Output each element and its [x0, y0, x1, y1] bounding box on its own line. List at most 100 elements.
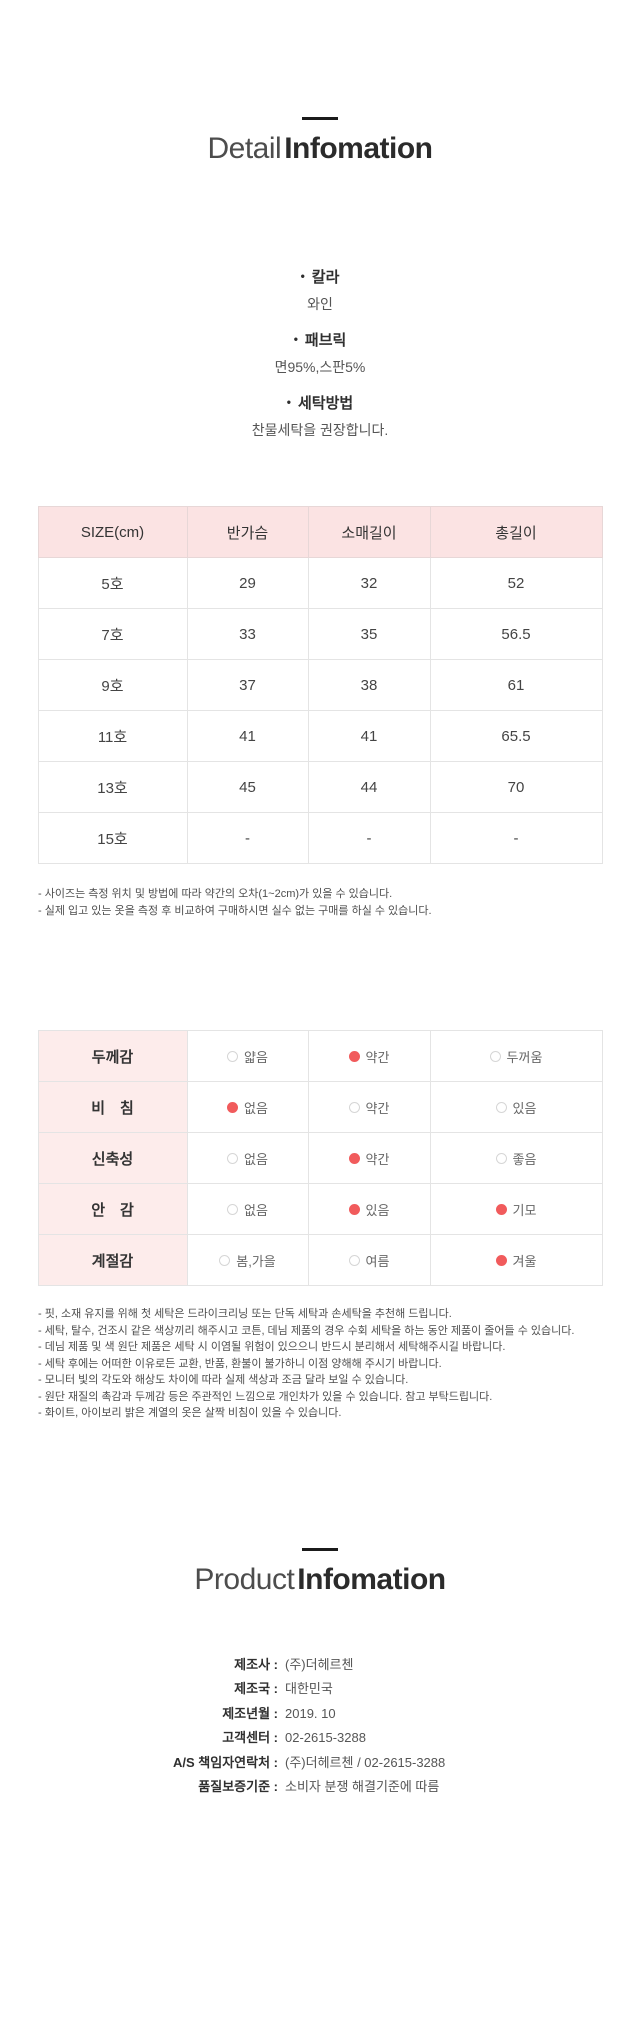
size-table-row: 7호 33 35 56.5	[37, 608, 603, 660]
field-value-customer-center: 02-2615-3288	[285, 1730, 366, 1745]
size-cell: 38	[307, 659, 431, 711]
detail-information-section: Detail Infomation • 칼라 와인 • 패브릭 면95%,스판5% •…	[0, 117, 640, 1422]
field-label-customer-center: 고객센터	[0, 1726, 278, 1751]
option-text: 여름	[365, 1253, 390, 1269]
property-label: 안 감	[37, 1183, 188, 1235]
radio-icon	[227, 1203, 239, 1215]
product-section-title: Product Infomation	[0, 1563, 640, 1597]
property-option: 얇음	[186, 1030, 309, 1082]
size-header-cell: 총길이	[429, 506, 603, 558]
size-cell: 35	[307, 608, 431, 660]
property-row-season: 계절감 봄,가을 여름 겨울	[37, 1234, 603, 1286]
property-label: 비 침	[37, 1081, 188, 1133]
size-table-header: SIZE(cm) 반가슴 소매길이 총길이	[37, 506, 603, 558]
property-row-stretch: 신축성 없음 약간 좋음	[37, 1132, 603, 1184]
option-text: 약간	[365, 1049, 390, 1065]
field-value-warranty: 소비자 분쟁 해결기준에 따름	[285, 1779, 440, 1794]
radio-icon	[219, 1254, 231, 1266]
size-table-row: 5호 29 32 52	[37, 557, 603, 609]
property-row-sheerness: 비 침 없음 약간 있음	[37, 1081, 603, 1133]
size-cell: 45	[186, 761, 309, 813]
radio-icon	[495, 1101, 507, 1113]
section-divider-dash	[302, 117, 338, 120]
property-option: 없음	[186, 1132, 309, 1184]
size-cell: 41	[307, 710, 431, 762]
radio-icon	[348, 1152, 360, 1164]
field-value-manufacture-date: 2019. 10	[285, 1705, 336, 1721]
size-cell: 11호	[37, 710, 188, 762]
size-cell: 29	[186, 557, 309, 609]
radio-icon	[348, 1203, 360, 1215]
care-note-line: - 세탁, 탈수, 건조시 같은 색상끼리 해주시고 코튼, 데님 제품의 경우…	[38, 1324, 575, 1337]
property-row-thickness: 두께감 얇음 약간 두꺼움	[37, 1030, 603, 1082]
size-note-line: - 실제 입고 있는 옷을 측정 후 비교하여 구매하시면 실수 없는 구매를 …	[38, 905, 432, 917]
product-detail-page: Detail Infomation • 칼라 와인 • 패브릭 면95%,스판5% •…	[0, 117, 640, 1800]
product-title-bold: Infomation	[297, 1562, 446, 1596]
size-table-row: 9호 37 38 61	[37, 659, 603, 711]
option-text: 봄,가을	[236, 1253, 276, 1269]
property-option: 여름	[307, 1234, 431, 1286]
size-cell: 9호	[37, 659, 188, 711]
size-cell: -	[429, 812, 603, 864]
property-label: 두께감	[37, 1030, 188, 1082]
size-cell: 65.5	[429, 710, 603, 762]
field-label-manufacturer: 제조사	[0, 1653, 278, 1678]
property-option: 기모	[429, 1183, 603, 1235]
size-cell: 41	[186, 710, 309, 762]
size-table-header-row: SIZE(cm) 반가슴 소매길이 총길이	[37, 506, 603, 558]
field-label-country: 제조국	[0, 1677, 278, 1702]
care-note-line: - 원단 재질의 촉감과 두께감 등은 주관적인 느낌으로 개인차가 있을 수 …	[38, 1390, 493, 1403]
property-option: 두꺼움	[429, 1030, 603, 1082]
option-text: 기모	[512, 1202, 537, 1218]
option-text: 약간	[365, 1100, 390, 1116]
attribute-color: • 칼라 와인	[0, 266, 640, 314]
size-cell: 52	[429, 557, 603, 609]
attribute-washing: • 세탁방법 찬물세탁을 권장합니다.	[0, 392, 640, 440]
attribute-label: • 칼라	[0, 266, 640, 287]
detail-title-bold: Infomation	[284, 132, 433, 165]
size-table-row: 11호 41 41 65.5	[37, 710, 603, 762]
attribute-value: 와인	[307, 296, 333, 312]
size-notes: - 사이즈는 측정 위치 및 방법에 따라 약간의 오차(1~2cm)가 있을 …	[38, 886, 612, 920]
radio-icon	[489, 1050, 501, 1062]
attribute-label-text: 패브릭	[304, 332, 347, 349]
size-cell: 70	[429, 761, 603, 813]
property-option: 없음	[186, 1081, 309, 1133]
property-option: 있음	[429, 1081, 603, 1133]
property-option: 겨울	[429, 1234, 603, 1286]
size-cell: 44	[307, 761, 431, 813]
size-cell: 5호	[37, 557, 188, 609]
field-value-country: 대한민국	[285, 1681, 333, 1696]
option-text: 없음	[244, 1202, 268, 1218]
section-divider-dash	[302, 1547, 338, 1551]
field-value-as-contact: (주)더헤르첸 / 02-2615-3288	[285, 1754, 446, 1770]
care-notes: - 핏, 소재 유지를 위해 첫 세탁은 드라이크리닝 또는 단독 세탁과 손세…	[38, 1306, 612, 1422]
radio-icon	[348, 1254, 360, 1266]
option-text: 겨울	[512, 1253, 537, 1269]
option-text: 있음	[512, 1100, 537, 1116]
property-option: 약간	[307, 1081, 431, 1133]
bullet-icon: •	[300, 269, 305, 283]
option-text: 있음	[365, 1202, 390, 1218]
property-label: 신축성	[37, 1132, 188, 1184]
property-option: 있음	[307, 1183, 431, 1235]
fabric-property-table: 두께감 얇음 약간 두꺼움 비 침 없음 약간 있음 신축성 없음 약간 좋음	[37, 1030, 603, 1286]
care-note-line: - 화이트, 아이보리 밝은 계열의 옷은 살짝 비침이 있을 수 있습니다.	[38, 1407, 342, 1419]
size-header-cell: 반가슴	[186, 506, 309, 558]
manufacturer-info: 제조사 (주)더헤르첸 제조국 대한민국 제조년월 2019. 10 고객센터 …	[0, 1653, 640, 1800]
size-cell: -	[307, 812, 431, 864]
option-text: 좋음	[512, 1151, 537, 1167]
option-text: 두꺼움	[506, 1049, 543, 1065]
option-text: 약간	[365, 1151, 390, 1167]
size-cell: 7호	[37, 608, 188, 660]
size-table: SIZE(cm) 반가슴 소매길이 총길이 5호 29 32 52 7호 33 …	[37, 506, 603, 864]
size-cell: 37	[186, 659, 309, 711]
property-label: 계절감	[37, 1234, 188, 1286]
attribute-label: • 패브릭	[0, 329, 640, 350]
bullet-icon: •	[293, 332, 298, 346]
product-title-light: Product	[194, 1562, 295, 1596]
size-table-row: 15호 - - -	[37, 812, 603, 864]
radio-icon	[227, 1101, 239, 1113]
care-note-line: - 데님 제품 및 색 원단 제품은 세탁 시 이염될 위험이 있으으니 반드시…	[38, 1341, 506, 1353]
size-header-cell: 소매길이	[307, 506, 431, 558]
